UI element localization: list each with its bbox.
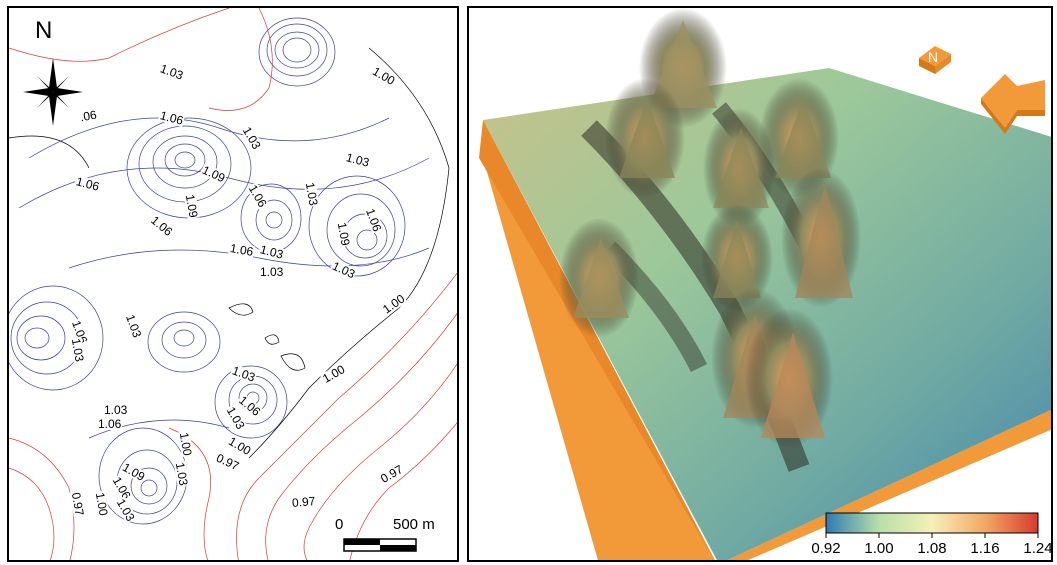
north-label: N (35, 17, 53, 44)
high-contours (9, 17, 430, 525)
scale-zero-label: 0 (335, 516, 344, 533)
colorbar-tick: 1.08 (917, 540, 947, 557)
surface-peaks (559, 8, 861, 448)
surface-3d-panel: N 0.92 1.00 1.08 1.16 1.24 (467, 6, 1053, 562)
colorbar (825, 512, 1039, 534)
colorbar-tick: 1.00 (864, 540, 894, 557)
scale-bar (343, 538, 417, 552)
north-arrow-3d-icon (981, 74, 1045, 134)
contour-label: .06 (78, 107, 99, 125)
contour-label: 0.97 (290, 494, 317, 510)
surface-3d-render (479, 8, 1051, 560)
colorbar-tick: 1.16 (970, 540, 1000, 557)
scale-distance-label: 500 m (393, 516, 435, 533)
contour-map-panel: N 1.03 1.00 .06 1.06 1.03 1.09 1.03 1.06… (7, 6, 459, 562)
compass-rose-icon (23, 58, 83, 126)
contour-label: 1.03 (103, 403, 129, 417)
contour-label: 1.06 (97, 417, 123, 431)
north-arrow-label: N (928, 49, 938, 65)
colorbar-tick: 1.24 (1023, 540, 1053, 557)
mid-contours (9, 47, 450, 459)
colorbar-tick: 0.92 (811, 540, 841, 557)
north-3d-glyph: N (915, 40, 951, 76)
contour-label: 1.03 (259, 265, 285, 279)
